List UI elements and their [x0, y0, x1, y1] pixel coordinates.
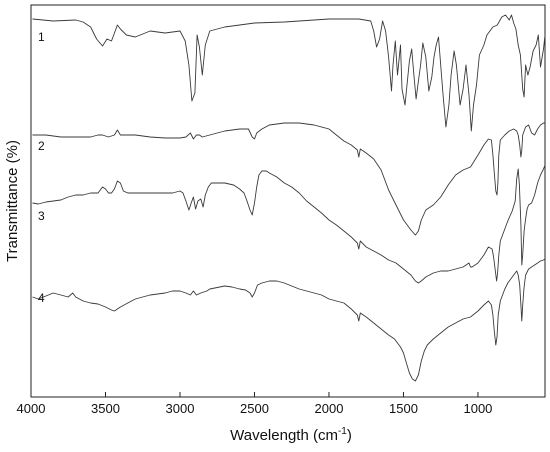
x-tick-label: 1000: [463, 401, 492, 416]
x-tick-label: 2000: [315, 401, 344, 416]
y-axis-title: Transmittance (%): [4, 140, 21, 262]
series-labels: 1 2 3 4: [38, 30, 45, 305]
x-tick-label: 1500: [389, 401, 418, 416]
spectrum-line-2: [32, 122, 545, 236]
plot-frame: [30, 4, 546, 398]
x-axis-title: Wavelength (cm-1): [230, 426, 352, 444]
spectra: [32, 14, 546, 382]
x-axis-ticks: [30, 110, 546, 397]
series-label-1: 1: [38, 30, 45, 44]
x-tick-label: 3000: [166, 401, 195, 416]
x-tick-label: 3500: [91, 401, 120, 416]
spectrum-line-4: [32, 258, 546, 382]
x-axis-tick-labels: 4000 3500 3000 2500 2000 1500 1000: [17, 401, 493, 416]
series-label-3: 3: [38, 209, 45, 223]
series-label-2: 2: [38, 139, 45, 153]
x-tick-label: 2500: [240, 401, 269, 416]
spectrum-line-3: [32, 164, 546, 284]
spectrum-line-1: [32, 14, 546, 132]
x-tick-label: 4000: [17, 401, 46, 416]
series-label-4: 4: [38, 291, 45, 305]
